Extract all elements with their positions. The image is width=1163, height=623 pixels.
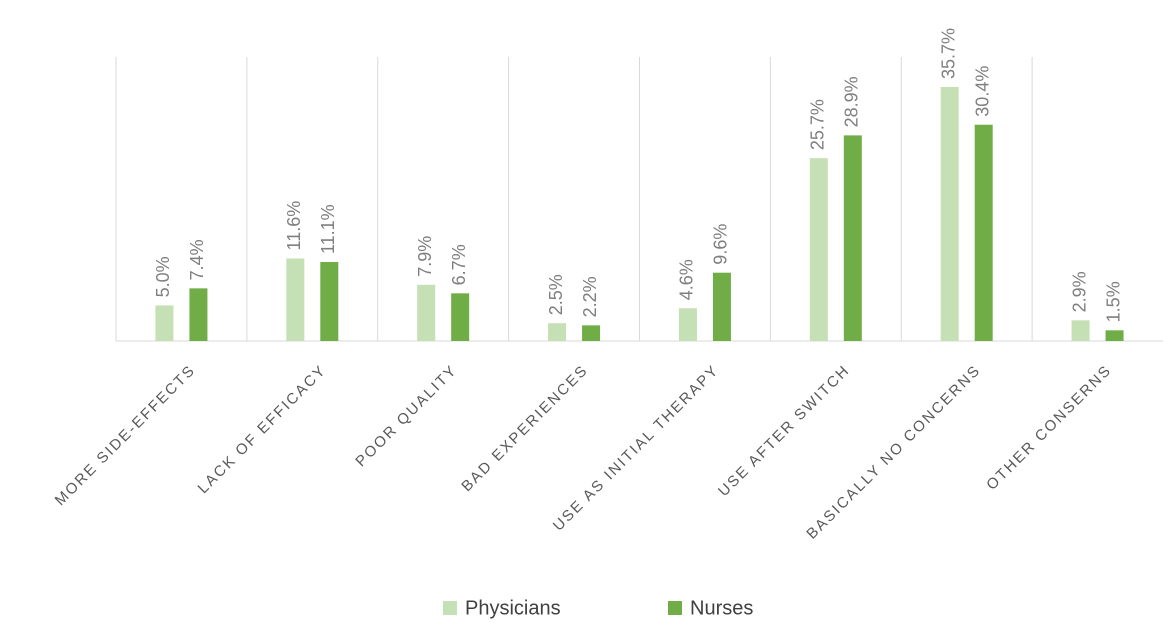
x-tick-label: MORE SIDE-EFFECTS <box>52 362 199 509</box>
value-label: 9.6% <box>711 224 731 265</box>
bar <box>548 323 567 341</box>
value-label: 30.4% <box>972 66 992 117</box>
legend-swatch <box>443 601 457 615</box>
bar <box>155 305 174 341</box>
bar <box>1071 320 1090 341</box>
bar <box>940 87 959 341</box>
bar <box>286 258 305 341</box>
bar <box>1105 330 1124 341</box>
x-tick-label: OTHER CONSERNS <box>983 362 1115 494</box>
legend-swatch <box>668 601 682 615</box>
value-label: 28.9% <box>842 76 862 127</box>
value-label: 7.4% <box>187 239 207 280</box>
value-label: 11.6% <box>284 201 304 251</box>
value-label: 35.7% <box>938 28 958 79</box>
x-tick-label: POOR QUALITY <box>352 362 461 471</box>
bar <box>809 158 828 341</box>
x-tick-label: USE AFTER SWITCH <box>715 362 853 500</box>
bar <box>712 272 731 341</box>
legend-label: Physicians <box>465 597 561 619</box>
bar <box>678 308 697 341</box>
x-tick-label: LACK OF EFFICACY <box>195 362 330 497</box>
value-label: 11.1% <box>318 204 338 254</box>
bar <box>582 325 601 341</box>
value-label: 2.5% <box>546 274 566 315</box>
x-tick-label: BAD EXPERIENCES <box>458 362 591 495</box>
value-label: 4.6% <box>677 259 697 300</box>
bar <box>974 124 993 342</box>
legend-label: Nurses <box>690 597 753 619</box>
bar <box>843 135 862 341</box>
bar <box>189 288 208 341</box>
bar <box>320 262 339 341</box>
value-label: 2.9% <box>1069 271 1089 312</box>
bar <box>451 293 470 341</box>
bar <box>417 284 436 341</box>
value-label: 25.7% <box>808 99 828 150</box>
value-label: 2.2% <box>580 276 600 317</box>
value-label: 5.0% <box>153 256 173 297</box>
value-label: 6.7% <box>449 244 469 285</box>
value-label: 1.5% <box>1103 281 1123 322</box>
value-label: 7.9% <box>415 236 435 277</box>
